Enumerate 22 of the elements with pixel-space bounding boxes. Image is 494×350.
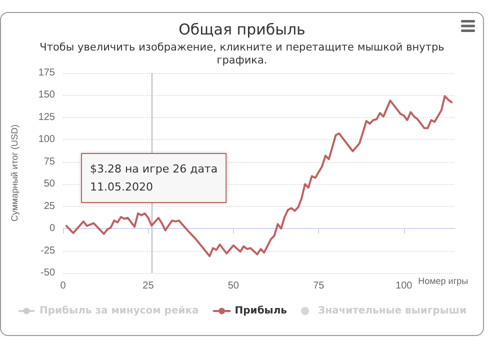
x-tick-label: 25 <box>142 280 154 292</box>
x-tick-label: 50 <box>228 280 240 292</box>
chart-title: Общая прибыль <box>178 20 306 38</box>
y-tick-label: 75 <box>44 156 56 168</box>
x-tick-label: 0 <box>60 280 66 292</box>
y-tick-label: 25 <box>44 200 56 212</box>
legend-label: Прибыль <box>234 306 287 316</box>
y-tick-label: 50 <box>44 178 56 190</box>
y-tick-label: -50 <box>40 268 56 278</box>
x-axis-title: Номер игры <box>418 276 468 286</box>
y-tick-label: 125 <box>38 112 56 123</box>
y-tick-label: 100 <box>38 134 56 146</box>
y-tick-label: -25 <box>40 245 56 256</box>
y-axis-title: Суммарный итог (USD) <box>10 124 20 222</box>
y-tick-label: 175 <box>38 68 56 78</box>
line-series <box>65 95 453 258</box>
y-tick-label: 0 <box>49 223 56 234</box>
chart-subtitle: Чтобы увеличить изображение, кликните и перетащите мышкой внутрь графика. <box>40 42 444 66</box>
y-tick-label: 150 <box>38 90 56 101</box>
x-tick-label: 100 <box>396 280 413 292</box>
annotation: $3.28 на игре 26 дата 11.05.2020 <box>90 162 218 194</box>
x-tick-label: 75 <box>313 280 325 292</box>
